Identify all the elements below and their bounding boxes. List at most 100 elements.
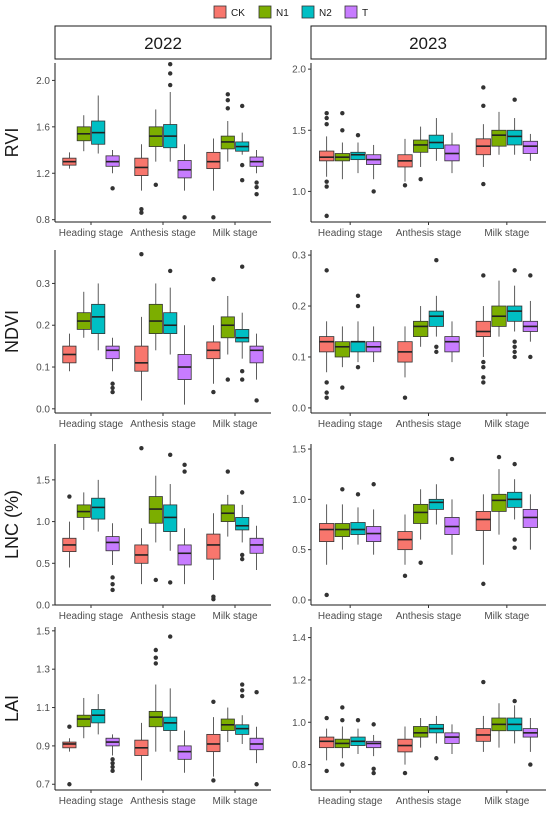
y-tick-label: 0.3 <box>292 251 306 262</box>
outlier-point <box>225 106 230 111</box>
outlier-point <box>225 377 230 382</box>
box-t-heading <box>105 734 120 774</box>
outlier-point <box>402 770 408 776</box>
x-tick-label: Heading stage <box>59 228 124 239</box>
box-t-milk <box>522 273 538 360</box>
box-ck-heading <box>319 715 335 774</box>
outlier-point <box>211 215 216 220</box>
box-ck-heading <box>62 724 77 787</box>
outlier-point <box>434 756 439 761</box>
outlier-point <box>340 717 345 723</box>
outlier-point <box>182 462 187 468</box>
x-tick-label: Anthesis stage <box>396 796 462 807</box>
box-ck-anthesis <box>397 726 413 776</box>
y-axis-label: LAI <box>2 695 22 722</box>
outlier-point <box>340 110 345 116</box>
box-n1-anthesis <box>413 306 429 347</box>
outlier-point <box>481 359 486 365</box>
outlier-point <box>139 445 144 451</box>
box-n1-heading <box>76 115 91 152</box>
box-body <box>334 341 350 358</box>
y-tick-label: 1.6 <box>36 122 50 133</box>
outlier-point <box>449 456 455 462</box>
outlier-point <box>110 385 115 391</box>
box-n2-anthesis <box>428 484 444 525</box>
y-tick-label: 1.5 <box>36 475 50 486</box>
outlier-point <box>153 647 158 653</box>
outlier-point <box>324 380 329 385</box>
box-ck-anthesis <box>397 514 413 579</box>
y-tick-label: 1.1 <box>36 703 50 714</box>
box-n1-milk <box>220 92 235 162</box>
box-n2-milk <box>507 97 523 155</box>
outlier-point <box>225 97 230 103</box>
outlier-point <box>355 717 361 723</box>
box-n2-heading <box>350 717 366 755</box>
outlier-point <box>153 182 158 188</box>
box-body <box>148 496 163 524</box>
box-ck-anthesis <box>397 138 413 188</box>
x-tick-label: Milk stage <box>484 611 529 622</box>
outlier-point <box>512 537 517 542</box>
outlier-point <box>340 705 345 710</box>
box-body <box>91 709 106 724</box>
outlier-point <box>418 176 423 182</box>
box-body <box>428 498 444 510</box>
outlier-point <box>355 303 361 309</box>
outlier-point <box>496 454 502 460</box>
y-tick-label: 1.3 <box>36 665 50 676</box>
outlier-point <box>371 770 376 776</box>
outlier-point <box>512 339 517 344</box>
outlier-point <box>240 490 245 495</box>
x-tick-label: Heading stage <box>59 796 124 807</box>
box-body <box>350 151 366 161</box>
box-n2-milk <box>235 264 250 382</box>
outlier-point <box>324 268 329 273</box>
facet-strip-2022: 2022 <box>54 25 272 60</box>
outlier-point <box>324 179 329 184</box>
outlier-point <box>324 592 329 598</box>
outlier-point <box>324 213 329 219</box>
outlier-point <box>153 577 158 583</box>
outlier-point <box>324 715 329 721</box>
box-n2-anthesis <box>163 268 178 355</box>
outlier-point <box>211 596 216 602</box>
box-body <box>105 536 120 552</box>
box-n1-milk <box>220 469 235 537</box>
outlier-point <box>240 369 245 374</box>
y-tick-label: 1.0 <box>292 187 306 198</box>
box-ck-anthesis <box>134 144 149 215</box>
box-n2-anthesis <box>163 634 178 752</box>
outlier-point <box>110 764 115 770</box>
strip-label-2023: 2023 <box>409 34 447 53</box>
outlier-point <box>355 492 361 497</box>
box-body <box>319 336 335 353</box>
outlier-point <box>110 389 115 395</box>
x-tick-label: Anthesis stage <box>130 611 196 622</box>
outlier-point <box>324 121 329 127</box>
box-ck-milk <box>206 699 221 783</box>
box-n2-heading <box>91 479 106 532</box>
outlier-point <box>139 207 144 212</box>
outlier-point <box>182 469 187 474</box>
outlier-point <box>240 693 245 699</box>
box-n1-milk <box>491 280 507 337</box>
outlier-point <box>481 581 486 587</box>
outlier-point <box>240 688 245 693</box>
x-tick-label: Anthesis stage <box>396 228 462 239</box>
box-body <box>413 726 429 738</box>
box-n2-anthesis <box>428 715 444 761</box>
outlier-point <box>110 587 115 593</box>
box-t-heading <box>366 326 382 363</box>
box-body <box>220 316 235 339</box>
box-body <box>491 129 507 147</box>
outlier-point <box>528 762 533 767</box>
box-body <box>163 504 178 532</box>
box-n2-milk <box>507 698 523 744</box>
box-body <box>134 345 149 372</box>
outlier-point <box>340 128 345 133</box>
box-t-heading <box>366 144 382 194</box>
box-ck-heading <box>62 333 77 372</box>
box-n2-anthesis <box>163 452 178 585</box>
outlier-point <box>512 698 517 704</box>
